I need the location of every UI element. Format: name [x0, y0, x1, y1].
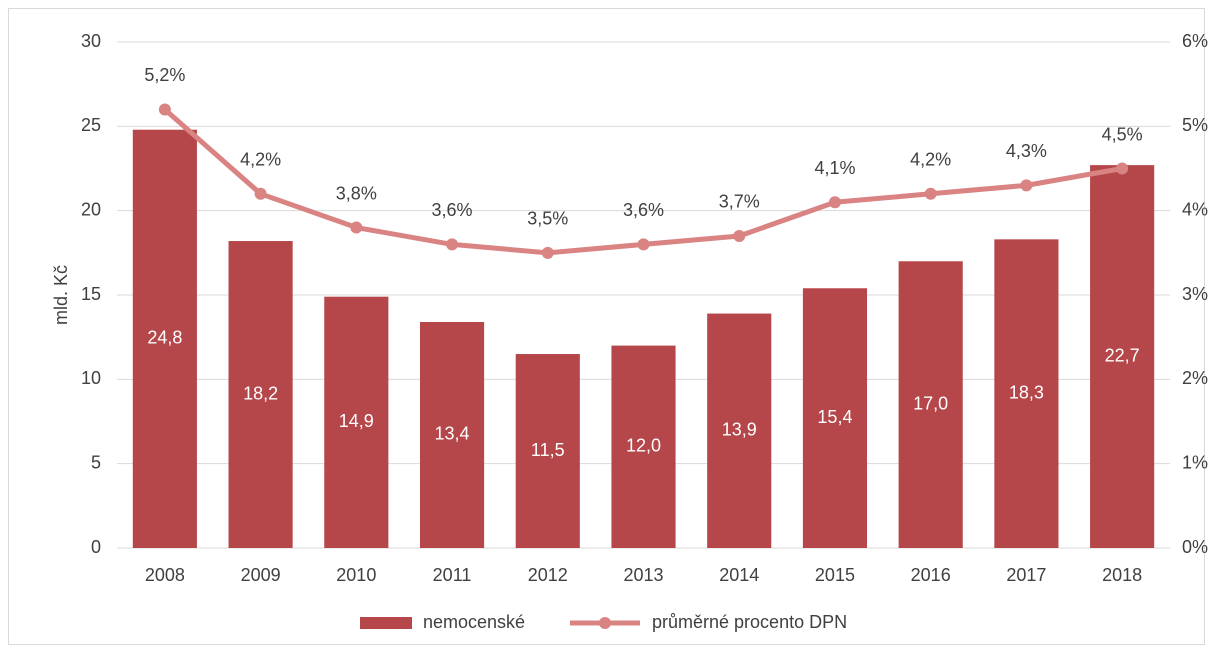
y2-tick-label: 0%: [1182, 537, 1208, 557]
bar-value-label: 18,3: [1009, 382, 1044, 402]
bar: [324, 296, 389, 548]
x-tick-label: 2013: [623, 565, 663, 585]
line-value-label: 3,7%: [719, 192, 760, 212]
bar-value-label: 13,4: [435, 424, 470, 444]
line-marker: [637, 238, 650, 251]
y2-tick-label: 5%: [1182, 115, 1208, 135]
y2-tick-label: 6%: [1182, 31, 1208, 51]
bar-value-label: 15,4: [817, 407, 852, 427]
line-value-label: 3,6%: [432, 200, 473, 220]
x-tick-label: 2009: [241, 565, 281, 585]
y-tick-label: 0: [91, 537, 101, 557]
bar: [611, 345, 676, 548]
bar: [132, 129, 197, 548]
line-value-label: 4,2%: [240, 150, 281, 170]
y-tick-label: 25: [81, 115, 101, 135]
line-value-label: 5,2%: [144, 65, 185, 85]
bar-value-label: 18,2: [243, 383, 278, 403]
legend-label: nemocenské: [423, 612, 525, 632]
legend-label: průměrné procento DPN: [652, 612, 847, 632]
line-marker: [254, 187, 267, 200]
x-tick-label: 2011: [433, 565, 472, 585]
line-marker: [1116, 162, 1129, 175]
bar-value-label: 11,5: [531, 440, 565, 460]
line-value-label: 3,8%: [336, 183, 377, 203]
bar: [994, 239, 1059, 548]
y-tick-label: 15: [81, 284, 101, 304]
bar: [228, 241, 293, 548]
y-axis-title: mld. Kč: [51, 265, 71, 325]
bar-value-label: 14,9: [339, 411, 374, 431]
legend-swatch: [360, 617, 412, 629]
y-tick-label: 20: [81, 199, 101, 219]
legend-marker: [599, 617, 611, 629]
y-tick-label: 10: [81, 368, 101, 388]
bar-value-label: 13,9: [722, 420, 757, 440]
x-tick-label: 2017: [1006, 565, 1046, 585]
y-tick-label: 30: [81, 31, 101, 51]
line-value-label: 4,1%: [814, 158, 855, 178]
y2-tick-label: 4%: [1182, 199, 1208, 219]
x-tick-label: 2010: [336, 565, 376, 585]
bar-value-label: 12,0: [626, 436, 661, 456]
x-tick-label: 2018: [1102, 565, 1142, 585]
y2-tick-label: 2%: [1182, 368, 1208, 388]
bar: [707, 313, 772, 548]
bar: [898, 261, 963, 548]
y-tick-label: 5: [91, 452, 101, 472]
line-marker: [350, 221, 363, 234]
line-value-label: 3,6%: [623, 200, 664, 220]
line-value-label: 3,5%: [527, 209, 568, 229]
x-tick-label: 2012: [528, 565, 568, 585]
bar: [802, 288, 868, 548]
x-tick-label: 2016: [911, 565, 951, 585]
line-marker: [828, 196, 841, 209]
y2-tick-label: 3%: [1182, 284, 1208, 304]
line-marker: [924, 187, 937, 200]
bar-value-label: 24,8: [147, 328, 182, 348]
line-value-label: 4,3%: [1006, 141, 1047, 161]
bar-value-label: 22,7: [1105, 345, 1140, 365]
x-tick-label: 2008: [145, 565, 185, 585]
y2-tick-label: 1%: [1182, 452, 1208, 472]
x-tick-label: 2014: [719, 565, 759, 585]
x-tick-label: 2015: [815, 565, 855, 585]
bar: [419, 321, 485, 548]
line-marker: [541, 246, 554, 259]
line-marker: [446, 238, 459, 251]
line-marker: [733, 229, 746, 242]
line-marker: [158, 103, 171, 116]
line-value-label: 4,2%: [910, 150, 951, 170]
bar-value-label: 17,0: [913, 393, 948, 413]
bar: [515, 354, 580, 548]
bar: [1090, 165, 1155, 549]
line-value-label: 4,5%: [1102, 124, 1143, 144]
line-marker: [1020, 179, 1033, 192]
